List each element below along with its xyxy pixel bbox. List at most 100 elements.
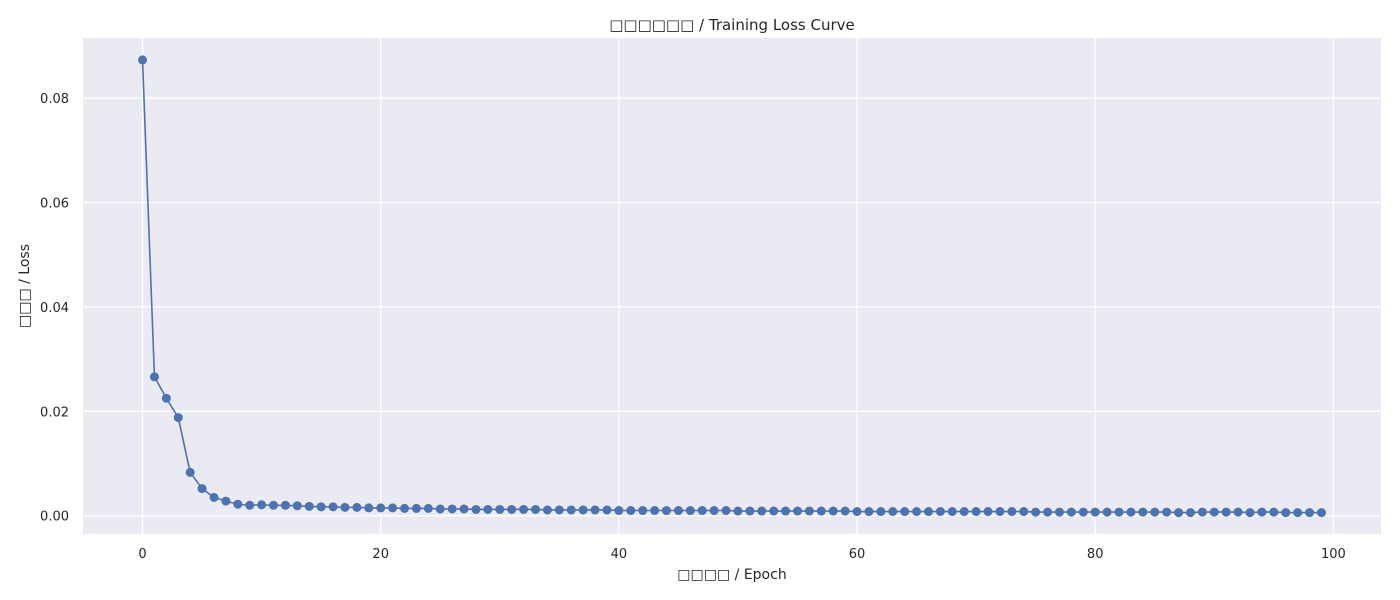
loss-data-point <box>1078 507 1088 517</box>
loss-data-point <box>650 506 660 516</box>
loss-data-point <box>352 502 362 512</box>
loss-data-point <box>757 506 767 516</box>
loss-data-point <box>197 484 207 494</box>
chart-title: □□□□□□ / Training Loss Curve <box>609 16 855 34</box>
loss-data-point <box>1185 508 1195 518</box>
loss-data-point <box>769 506 779 516</box>
loss-data-point <box>280 500 290 510</box>
loss-data-point <box>1043 507 1053 517</box>
loss-data-point <box>864 507 874 517</box>
loss-data-point <box>1293 508 1303 518</box>
loss-data-point <box>1221 507 1231 517</box>
x-tick-label: 100 <box>1321 547 1346 562</box>
gridlines <box>83 38 1381 534</box>
loss-data-point <box>733 506 743 516</box>
loss-data-point <box>1305 508 1315 518</box>
loss-data-point <box>447 504 457 514</box>
loss-data-point <box>1174 508 1184 518</box>
loss-series-line <box>141 59 1322 514</box>
loss-data-point <box>1245 508 1255 518</box>
loss-data-point <box>1257 507 1267 517</box>
loss-data-point <box>828 506 838 516</box>
loss-data-point <box>566 505 576 515</box>
loss-data-point <box>292 501 302 511</box>
loss-data-point <box>1281 508 1291 518</box>
loss-data-point <box>1031 507 1041 517</box>
loss-data-point <box>1150 507 1160 517</box>
loss-data-point <box>1102 507 1112 517</box>
loss-data-point <box>923 507 933 517</box>
x-tick-label: 60 <box>849 547 866 562</box>
loss-data-point <box>662 506 671 516</box>
loss-data-point <box>602 505 612 515</box>
loss-data-point <box>1162 507 1172 517</box>
plot-area <box>83 38 1381 534</box>
loss-data-point <box>233 499 243 509</box>
y-axis-label: □□□ / Loss <box>17 244 33 328</box>
loss-data-point <box>173 413 183 423</box>
series-group <box>138 55 1326 518</box>
loss-data-point <box>685 506 695 516</box>
loss-data-point <box>519 504 529 514</box>
loss-data-point <box>221 496 231 506</box>
loss-data-point <box>388 503 398 513</box>
loss-data-point <box>269 500 279 510</box>
loss-data-point <box>471 504 481 514</box>
loss-data-point <box>614 506 624 516</box>
loss-data-point <box>1114 507 1124 517</box>
loss-data-point <box>1007 507 1017 517</box>
loss-data-point <box>1066 507 1076 517</box>
loss-data-point <box>1316 508 1326 518</box>
loss-data-point <box>852 507 862 517</box>
loss-data-point <box>138 55 148 65</box>
loss-data-point <box>149 372 159 382</box>
loss-data-point <box>316 502 326 512</box>
x-tick-label: 80 <box>1087 547 1104 562</box>
loss-data-point <box>840 506 850 516</box>
loss-data-point <box>400 503 410 513</box>
loss-data-point <box>1269 507 1279 517</box>
loss-data-point <box>1233 507 1243 517</box>
loss-data-point <box>542 505 552 515</box>
loss-data-point <box>626 506 636 516</box>
loss-data-point <box>793 506 802 516</box>
loss-data-point <box>245 500 255 510</box>
loss-data-point <box>304 501 314 511</box>
loss-data-point <box>364 503 374 513</box>
y-tick-label: 0.04 <box>40 301 69 316</box>
loss-data-point <box>435 504 445 514</box>
loss-data-point <box>459 504 469 514</box>
loss-data-point <box>1209 507 1219 517</box>
loss-data-point <box>423 503 433 513</box>
loss-data-point <box>507 504 517 514</box>
loss-data-point <box>340 502 350 512</box>
y-tick-label: 0.08 <box>40 92 69 107</box>
loss-data-point <box>209 492 219 502</box>
loss-data-point <box>709 506 719 516</box>
loss-data-point <box>1197 507 1207 517</box>
y-tick-label: 0.02 <box>40 405 69 420</box>
loss-data-point <box>328 502 338 512</box>
loss-data-point <box>1138 507 1148 517</box>
x-axis-label: □□□□ / Epoch <box>677 567 786 583</box>
loss-data-point <box>804 506 814 516</box>
loss-data-point <box>983 507 993 517</box>
loss-data-point <box>900 507 910 517</box>
loss-data-point <box>161 393 171 403</box>
loss-data-point <box>376 503 386 513</box>
x-tick-label: 40 <box>611 547 628 562</box>
loss-data-point <box>483 504 493 514</box>
loss-data-point <box>912 507 922 517</box>
loss-data-point <box>638 506 648 516</box>
loss-data-point <box>781 506 791 516</box>
loss-data-point <box>888 507 898 517</box>
loss-data-point <box>185 467 195 477</box>
loss-data-point <box>721 506 731 516</box>
loss-data-point <box>554 505 564 515</box>
y-tick-label: 0.00 <box>40 510 69 525</box>
loss-data-point <box>876 507 886 517</box>
loss-data-point <box>971 507 981 517</box>
tick-labels: 0 20 40 60 80 100 0.00 0.02 0.04 0.06 0.08 <box>40 92 1346 562</box>
loss-data-point <box>257 500 267 510</box>
